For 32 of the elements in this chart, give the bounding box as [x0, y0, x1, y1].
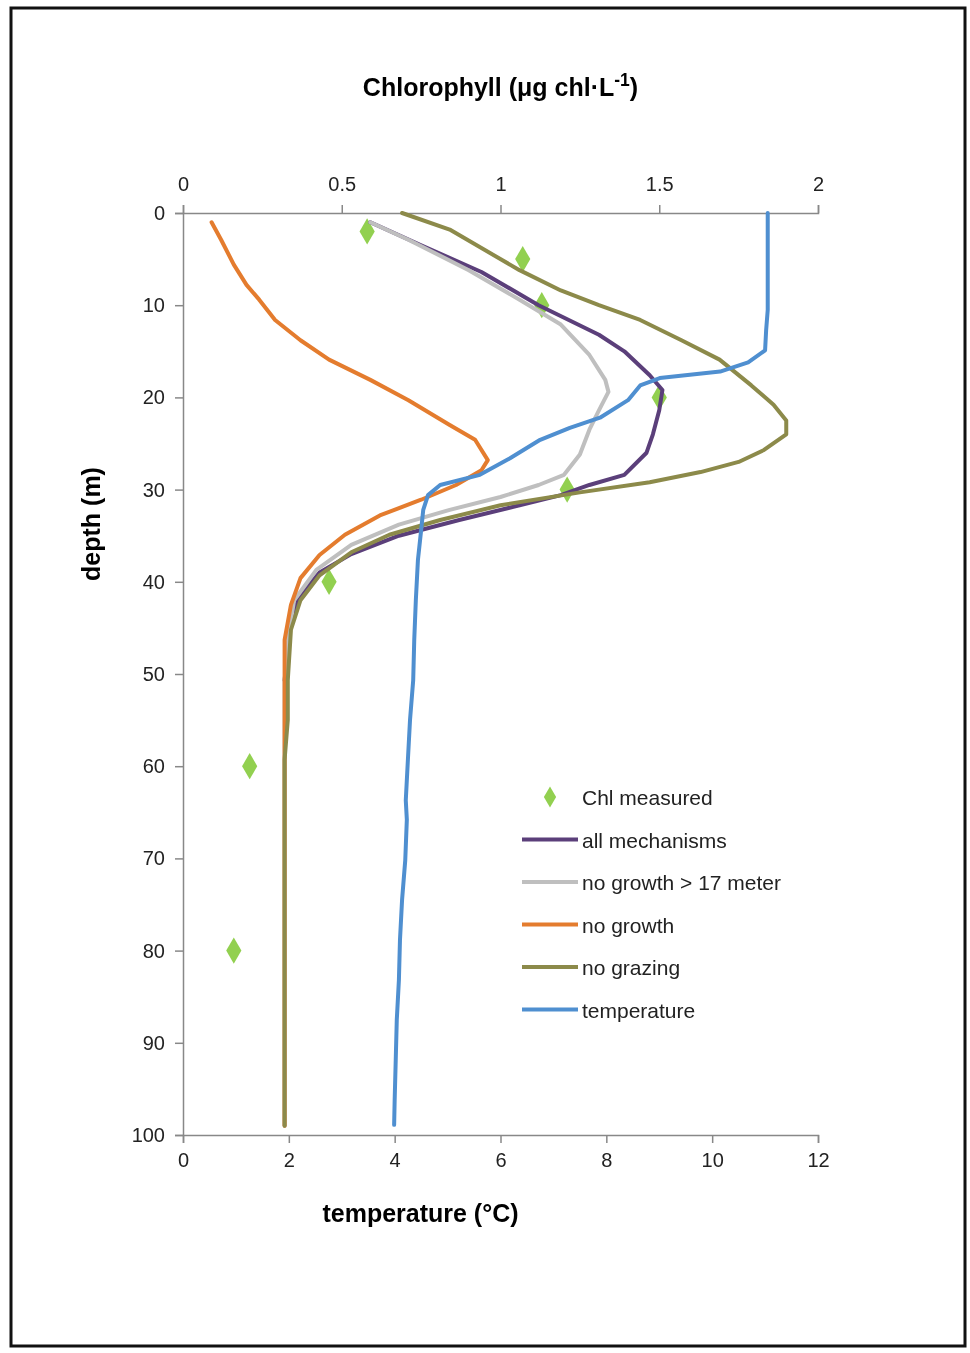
legend-label: no grazing [582, 956, 681, 979]
x-tick-label: 12 [807, 1149, 830, 1172]
legend-label: all mechanisms [582, 828, 727, 852]
y-tick-label: 80 [142, 939, 165, 962]
legend-label: no growth [582, 913, 675, 937]
x-tick-label: 4 [389, 1149, 401, 1172]
y-tick-label: 30 [142, 478, 165, 501]
y-tick-label: 10 [142, 294, 165, 317]
y-tick-label: 40 [142, 570, 165, 593]
x-axis-title: temperature (°C) [322, 1199, 519, 1227]
y-tick-label: 70 [142, 847, 165, 870]
x-tick-label: 2 [283, 1149, 295, 1172]
x-tick-label: 10 [701, 1149, 724, 1172]
x2-tick-label: 0 [177, 173, 190, 195]
x-tick-label: 8 [601, 1149, 613, 1172]
y-axis-title: depth (m) [77, 467, 105, 581]
x-tick-label: 6 [495, 1149, 507, 1172]
x2-axis-title: Chlorophyll (μg chl·L$^{-1}$) [362, 70, 639, 101]
y-tick-label: 50 [142, 662, 165, 685]
y-tick-label: 90 [142, 1031, 165, 1054]
x2-tick-label: 2 [812, 173, 825, 195]
y-tick-label: 20 [142, 386, 165, 409]
y-tick-label: 0 [153, 201, 165, 224]
x2-tick-label: 1 [495, 173, 507, 195]
legend-label: no growth > 17 meter [582, 871, 782, 894]
x2-tick-label: 1.5 [645, 173, 674, 195]
legend-label: temperature [582, 998, 696, 1022]
x-tick-label: 0 [177, 1149, 190, 1172]
x2-tick-label: 0.5 [328, 173, 357, 195]
y-tick-label: 100 [131, 1123, 165, 1146]
legend-label: Chl measured [582, 786, 713, 809]
y-tick-label: 60 [142, 755, 165, 778]
